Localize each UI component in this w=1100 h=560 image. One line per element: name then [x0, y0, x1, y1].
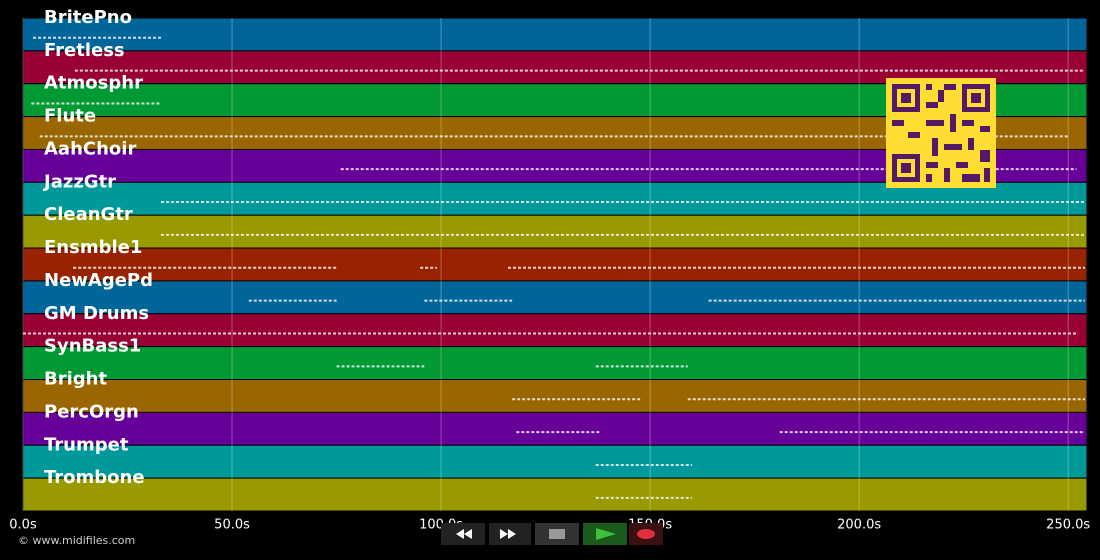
track-name: AahChoir — [44, 138, 136, 159]
copyright: © www.midifiles.com — [18, 534, 135, 547]
track-name: CleanGtr — [44, 204, 133, 225]
track-name: Flute — [44, 106, 96, 127]
x-tick-label: 50.0s — [214, 518, 250, 533]
tracks — [22, 17, 1088, 512]
track-band — [22, 247, 1088, 282]
track-labels: BritePno Fretless Atmosphr Flute AahChoir Jaz… — [42, 7, 153, 488]
qr-code — [886, 78, 996, 188]
track-band — [22, 280, 1088, 315]
record-button[interactable] — [629, 523, 663, 545]
track-name: BritePno — [44, 7, 132, 28]
track-band — [22, 17, 1088, 52]
track-name: Atmosphr — [44, 73, 143, 94]
x-tick-label: 200.0s — [837, 518, 881, 533]
track-name: GM Drums — [44, 303, 149, 324]
track-name: Ensmble1 — [44, 237, 142, 258]
play-button[interactable] — [583, 523, 627, 545]
track-name: PercOrgn — [44, 401, 139, 422]
track-name: Trumpet — [44, 434, 129, 455]
track-name: JazzGtr — [42, 171, 116, 192]
fast-forward-button[interactable] — [489, 523, 531, 545]
track-name: Fretless — [44, 40, 125, 61]
track-band — [22, 444, 1088, 479]
track-name: Trombone — [44, 467, 145, 488]
track-name: Bright — [44, 369, 107, 390]
track-band — [22, 346, 1088, 381]
transport-controls — [441, 523, 663, 545]
track-band — [22, 379, 1088, 413]
track-band — [22, 313, 1088, 348]
stop-button[interactable] — [535, 523, 579, 545]
rewind-button[interactable] — [441, 523, 485, 545]
x-tick-label: 0.0s — [9, 518, 37, 533]
track-name: SynBass1 — [44, 336, 141, 357]
track-band — [22, 411, 1088, 446]
x-tick-label: 250.0s — [1046, 518, 1090, 533]
track-name: NewAgePd — [44, 270, 153, 291]
grid — [22, 18, 1069, 511]
track-band — [22, 214, 1088, 249]
track-band — [22, 477, 1088, 512]
